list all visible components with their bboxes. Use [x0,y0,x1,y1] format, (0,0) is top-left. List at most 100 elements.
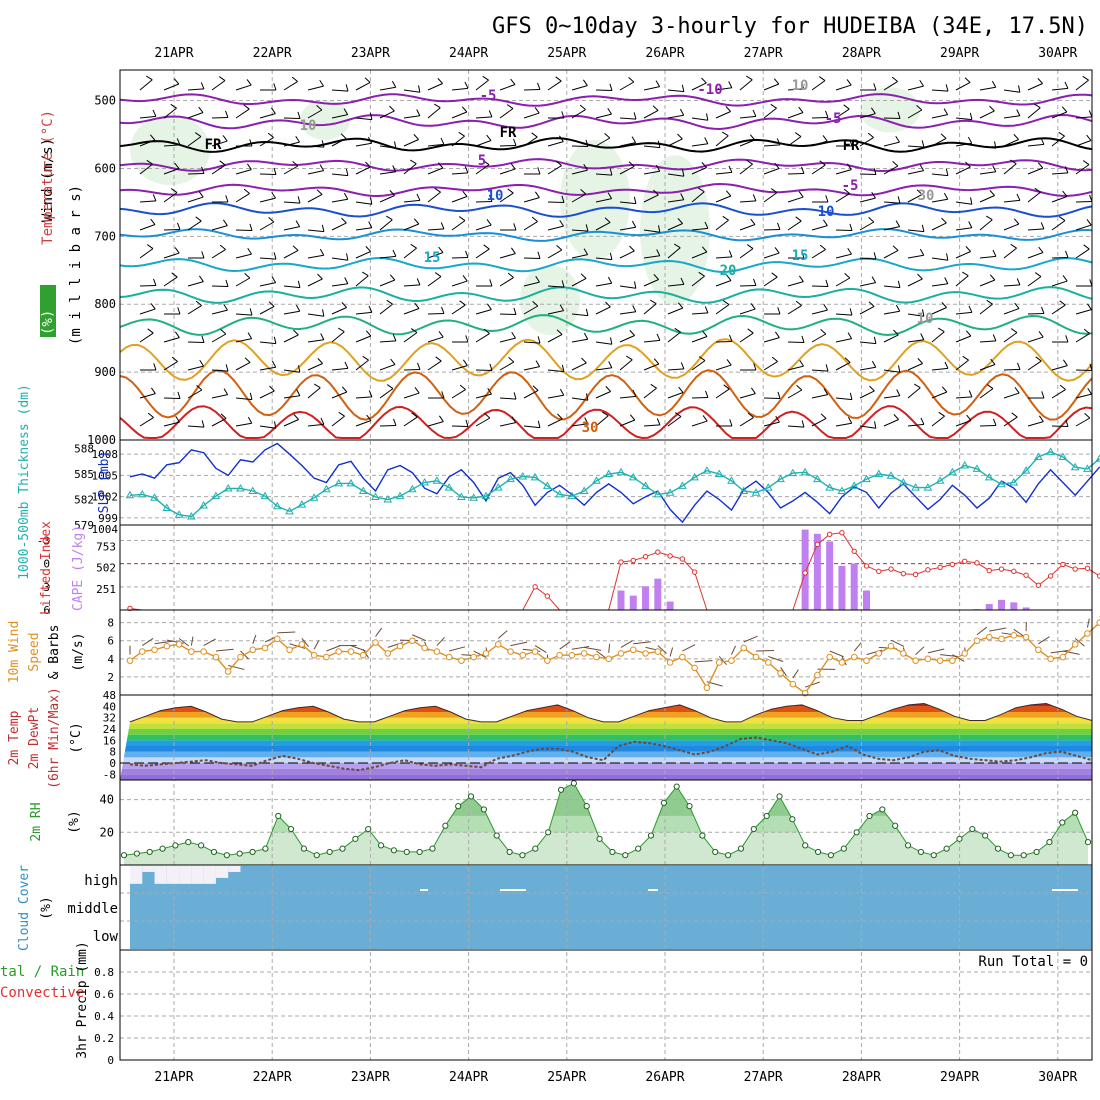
precip-legend-rain: tal / Rain [0,964,84,980]
lifted-index-point [532,584,538,590]
wind-barb [235,229,253,232]
wind-barb-flag [940,133,947,139]
wind-barb-flag [777,391,781,399]
wind-barb [1003,368,1021,371]
wind-barb-flag [989,190,995,196]
thickness-line-point [555,489,564,498]
wind-barb-flag [170,188,178,194]
wind-barb [283,226,300,231]
wind-barb [691,251,708,259]
wind-barb-flag [579,104,586,110]
wind-barb-flag [176,138,181,146]
wind-barb-flag [1010,328,1018,334]
wind-barb-flag [582,79,588,86]
wind-barb-flag [680,193,685,200]
wind-barb-flag [243,188,250,194]
wind-barb-flag [1010,159,1017,165]
wind-speed-line-point [617,650,625,657]
slp-tick: 999 [98,512,118,525]
wind-barb [1051,172,1068,175]
rh-point [647,832,655,839]
wind-barb-flag [992,334,997,342]
rh-point [300,845,308,852]
wind-barb [1075,116,1092,119]
precip-tick: 0 [107,1054,114,1067]
wind-barb-flag [681,84,685,92]
wind-barb [883,250,899,259]
wind-speed-line-point [679,653,686,661]
wind-barb [859,257,876,260]
wind-barb-flag [559,304,565,311]
wind-barb [619,419,636,427]
wind-barb [1003,223,1020,231]
wind-barb-flag [410,159,417,165]
wind-barb-flag [580,273,587,279]
wind-barb [811,164,826,175]
cape-ylabel: CAPE (J/kg) [71,525,86,611]
wind-barb-flag [919,164,925,171]
wind-barb [211,249,226,259]
wind-barb-flag [370,197,373,205]
wind-barb-flag [341,302,347,308]
wind-barb-flag [389,190,395,196]
wind-barb [883,201,900,204]
temp-tick: -8 [103,768,116,781]
wind-barb-flag [609,252,613,260]
rh-line [123,782,1089,856]
thickness-line-point [236,483,245,492]
precip-legend-convective: Convective [0,985,84,1001]
wind-barb [739,79,753,91]
thickness-line-point [972,464,982,472]
rh-point [275,812,282,820]
wind-barb-flag [531,216,538,222]
temp-line [129,702,1093,723]
wind-barb-flag [513,223,517,231]
wind-barb [451,425,469,428]
wind-barb [955,359,969,371]
wind-barb-flag [149,134,156,141]
wind-barb [235,253,252,259]
wind-barb-flag [871,191,876,199]
lifted-index-point [839,530,845,536]
wind-barb [211,164,226,175]
wind-barb [499,277,514,287]
wind-barb [163,228,181,231]
wind-speed-line-point [409,637,416,645]
wind-barb [595,222,611,231]
thickness-line-point [322,484,331,493]
wind-barb-flag [585,224,589,232]
cape-bar [813,533,821,610]
wind-barb-flag [482,75,489,81]
wind-barb [283,81,298,91]
wind-barb-flag [825,364,829,372]
thickness-tick: 579 [74,519,94,532]
wind-barb [403,247,417,259]
temperature-contour [119,314,1093,337]
wind-barb [355,335,372,343]
wind-barb-flag [416,193,421,201]
rh-point [1007,852,1014,859]
rh-point [892,822,899,829]
wind-barb [331,367,348,371]
wind-barb-flag [1059,300,1066,306]
wind-barb-flag [489,194,493,202]
wind-speed-line-point [593,653,600,661]
wind-barb [475,309,492,315]
wind-barb-flag [746,159,753,165]
wind-barb [907,229,924,233]
wind-barb-flag [483,328,490,334]
thickness-line-point [420,478,429,486]
wind-barb [571,145,589,148]
wind-barb-flag [462,275,468,282]
temp-band [120,723,1092,729]
wind-barb-flag [267,132,274,138]
wind-barb-flag [1061,106,1068,113]
wind-barb [307,170,324,175]
wind-barb [523,366,540,371]
lifted-index-point [544,593,551,599]
wind-barb [523,425,540,429]
wind-barb-flag [777,307,781,315]
wind-barb-10m [731,645,736,655]
wind-barb-flag [341,386,348,393]
wind-barb-flag [464,166,469,174]
